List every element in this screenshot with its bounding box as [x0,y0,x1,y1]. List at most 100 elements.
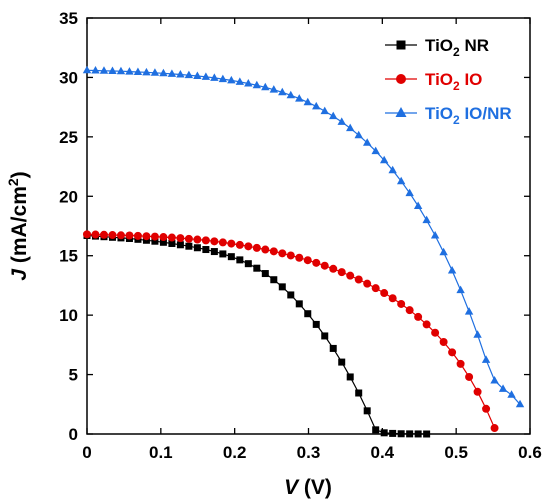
x-tick-label: 0.4 [371,443,395,462]
data-point [151,237,159,245]
data-point [389,429,397,437]
data-point [210,73,219,81]
legend-marker-ionr [395,107,407,117]
data-point [176,69,185,78]
data-point [218,74,228,83]
data-point [413,201,423,210]
legend-entry-nr: TiO2 NR [385,36,489,59]
series-line-tio2-io-nr [86,69,521,405]
data-point [125,231,134,240]
data-point [371,146,380,155]
y-tick-label: 30 [59,68,78,87]
data-point [423,430,431,438]
data-point [465,372,474,381]
data-point [167,69,177,77]
y-tick-label: 5 [69,366,78,385]
data-point [422,215,431,224]
data-point [201,72,211,80]
data-point [346,123,355,132]
x-tick-label: 0.1 [149,443,173,462]
data-point [201,236,210,245]
data-point [278,87,287,96]
data-point [99,66,109,74]
data-point [159,68,168,77]
y-axis-unit-sup: 2 [5,178,21,186]
series-tio2-io-nr [82,65,525,408]
data-point [176,241,184,249]
legend-label-ionr-sub: 2 [453,113,460,127]
data-point [227,75,236,84]
data-point [295,300,303,308]
data-point [185,242,193,250]
data-point [133,231,142,240]
data-point [295,253,304,262]
data-point [312,320,320,328]
y-tick-label: 15 [59,247,78,266]
data-point [168,239,176,247]
data-point [99,230,108,239]
data-point [210,248,218,256]
legend: TiO2 NR TiO2 IO TiO2 IO/NR [385,36,512,127]
y-tick-label: 25 [59,128,78,147]
data-point [108,66,117,75]
data-point [261,82,270,91]
data-point [337,117,346,125]
data-point [405,188,414,197]
data-point [380,429,388,437]
data-point [261,270,269,278]
series-tio2-io [83,230,499,433]
data-point [362,138,372,146]
data-point [414,312,423,321]
data-point [321,332,329,340]
y-tick-label: 0 [69,425,78,444]
data-point [142,67,151,76]
data-point [91,230,100,239]
data-point [422,320,431,329]
data-point [202,246,210,254]
data-point [388,294,397,303]
y-axis-variable: J [8,268,31,281]
data-point [236,256,244,264]
legend-label-nr: TiO2 NR [425,36,489,59]
data-point [167,233,176,242]
legend-label-nr-rest: NR [460,36,489,55]
data-point [261,245,270,254]
data-point [83,230,91,239]
data-point [320,261,329,270]
data-point [304,310,312,318]
data-point [430,231,440,239]
legend-label-ionr-base: TiO [425,104,453,123]
series-layer [82,65,525,438]
y-tick-label: 20 [59,187,78,206]
data-point [116,231,125,240]
data-point [431,328,440,337]
data-point [456,359,465,368]
data-point [396,176,406,185]
data-point [244,260,252,268]
data-point [363,279,372,288]
data-point [91,66,100,74]
data-point [329,264,338,273]
data-point [193,235,202,244]
data-point [252,243,261,252]
data-point [312,258,321,267]
data-point [142,232,151,241]
data-point [490,376,499,384]
data-point [253,264,261,272]
data-point [329,111,338,120]
x-tick-label: 0.5 [444,443,468,462]
y-axis-title: J (mA/cm2) [5,171,31,280]
data-point [159,238,167,246]
data-point [346,373,354,381]
data-point [133,67,143,75]
data-point [184,234,193,243]
data-point [125,67,134,75]
data-point [227,239,236,248]
data-point [219,250,227,258]
data-point [447,265,457,274]
data-point [303,97,312,106]
data-point [150,232,159,241]
data-point [346,271,355,280]
legend-marker-io [396,74,406,84]
data-point [142,236,150,244]
